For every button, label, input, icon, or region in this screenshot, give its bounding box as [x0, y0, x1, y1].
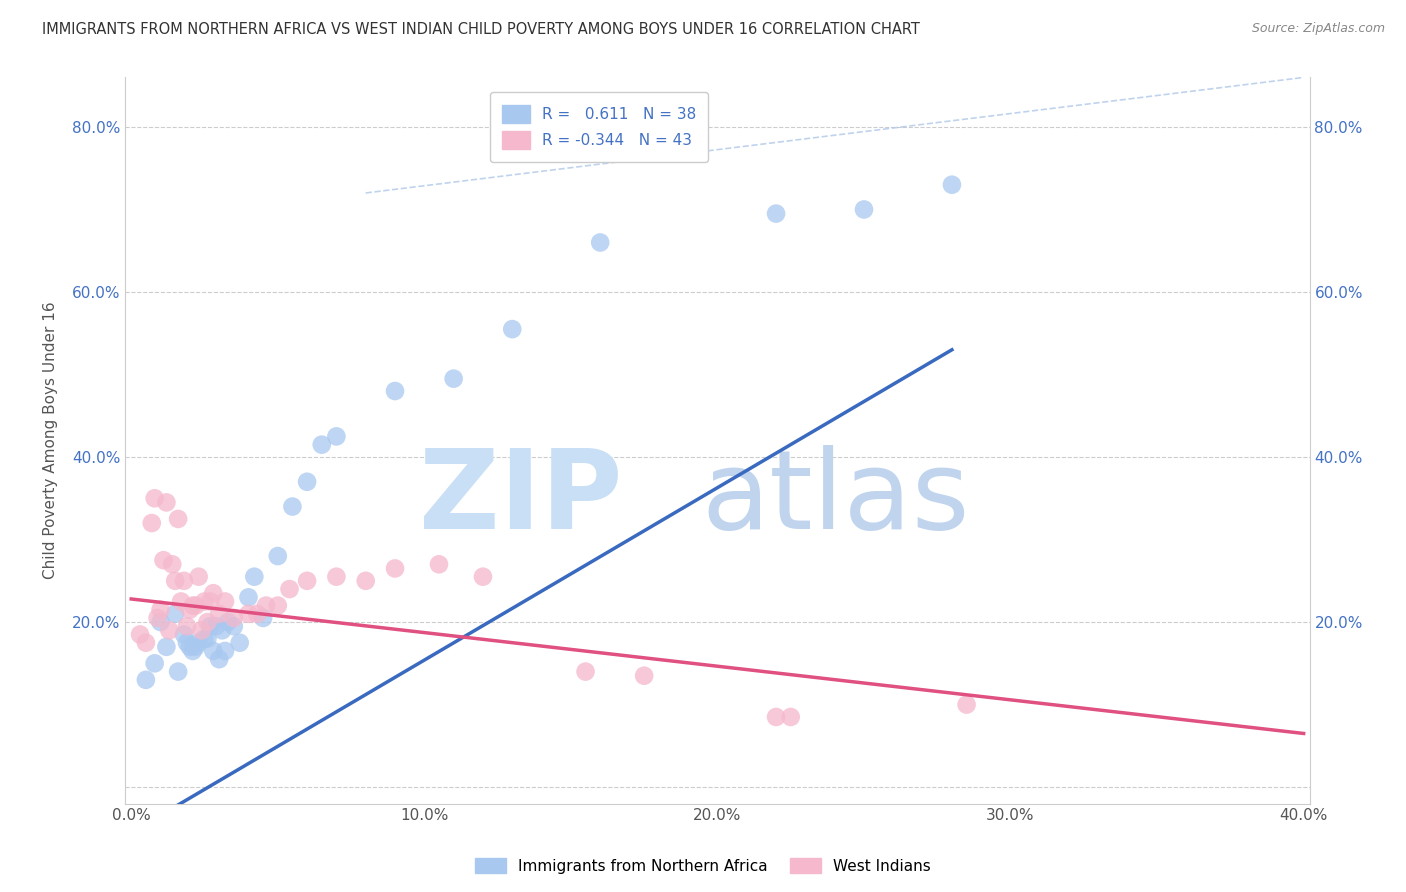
Point	[222, 611, 245, 625]
Point	[187, 570, 209, 584]
Point	[197, 632, 219, 646]
Point	[155, 495, 177, 509]
Point	[193, 632, 215, 646]
Text: ZIP: ZIP	[419, 445, 623, 552]
Point	[197, 615, 219, 629]
Point	[208, 652, 231, 666]
Point	[589, 235, 612, 250]
Point	[501, 322, 523, 336]
Point	[146, 611, 169, 625]
Point	[311, 437, 333, 451]
Point	[354, 574, 377, 588]
Legend: Immigrants from Northern Africa, West Indians: Immigrants from Northern Africa, West In…	[470, 852, 936, 880]
Point	[170, 594, 193, 608]
Point	[165, 607, 187, 621]
Legend: R =   0.611   N = 38, R = -0.344   N = 43: R = 0.611 N = 38, R = -0.344 N = 43	[489, 93, 709, 161]
Point	[190, 624, 212, 638]
Point	[149, 615, 172, 629]
Point	[167, 665, 190, 679]
Point	[200, 619, 222, 633]
Point	[176, 619, 198, 633]
Text: IMMIGRANTS FROM NORTHERN AFRICA VS WEST INDIAN CHILD POVERTY AMONG BOYS UNDER 16: IMMIGRANTS FROM NORTHERN AFRICA VS WEST …	[42, 22, 920, 37]
Point	[238, 607, 260, 621]
Point	[941, 178, 963, 192]
Point	[281, 500, 304, 514]
Point	[211, 624, 233, 638]
Point	[427, 558, 450, 572]
Point	[155, 640, 177, 654]
Point	[254, 599, 277, 613]
Text: Source: ZipAtlas.com: Source: ZipAtlas.com	[1251, 22, 1385, 36]
Point	[246, 607, 269, 621]
Point	[228, 636, 250, 650]
Point	[167, 512, 190, 526]
Point	[141, 516, 163, 530]
Point	[214, 594, 236, 608]
Point	[173, 574, 195, 588]
Point	[325, 429, 347, 443]
Point	[243, 570, 266, 584]
Point	[471, 570, 494, 584]
Point	[252, 611, 274, 625]
Point	[179, 640, 201, 654]
Text: atlas: atlas	[702, 445, 970, 552]
Point	[149, 603, 172, 617]
Point	[181, 644, 204, 658]
Point	[208, 607, 231, 621]
Point	[143, 657, 166, 671]
Point	[765, 206, 787, 220]
Point	[325, 570, 347, 584]
Point	[955, 698, 977, 712]
Point	[202, 586, 225, 600]
Point	[176, 636, 198, 650]
Point	[143, 491, 166, 506]
Point	[135, 636, 157, 650]
Point	[173, 627, 195, 641]
Point	[157, 624, 180, 638]
Point	[384, 561, 406, 575]
Point	[184, 599, 207, 613]
Point	[765, 710, 787, 724]
Point	[214, 644, 236, 658]
Point	[179, 603, 201, 617]
Y-axis label: Child Poverty Among Boys Under 16: Child Poverty Among Boys Under 16	[44, 301, 58, 579]
Point	[267, 599, 290, 613]
Point	[267, 549, 290, 563]
Point	[278, 582, 301, 596]
Point	[222, 619, 245, 633]
Point	[295, 475, 318, 489]
Point	[205, 619, 228, 633]
Point	[384, 384, 406, 398]
Point	[129, 627, 152, 641]
Point	[162, 558, 184, 572]
Point	[200, 594, 222, 608]
Point	[152, 553, 174, 567]
Point	[184, 640, 207, 654]
Point	[187, 636, 209, 650]
Point	[165, 574, 187, 588]
Point	[181, 599, 204, 613]
Point	[295, 574, 318, 588]
Point	[853, 202, 876, 217]
Point	[135, 673, 157, 687]
Point	[217, 615, 239, 629]
Point	[193, 594, 215, 608]
Point	[633, 669, 655, 683]
Point	[574, 665, 596, 679]
Point	[779, 710, 801, 724]
Point	[238, 591, 260, 605]
Point	[202, 644, 225, 658]
Point	[443, 371, 465, 385]
